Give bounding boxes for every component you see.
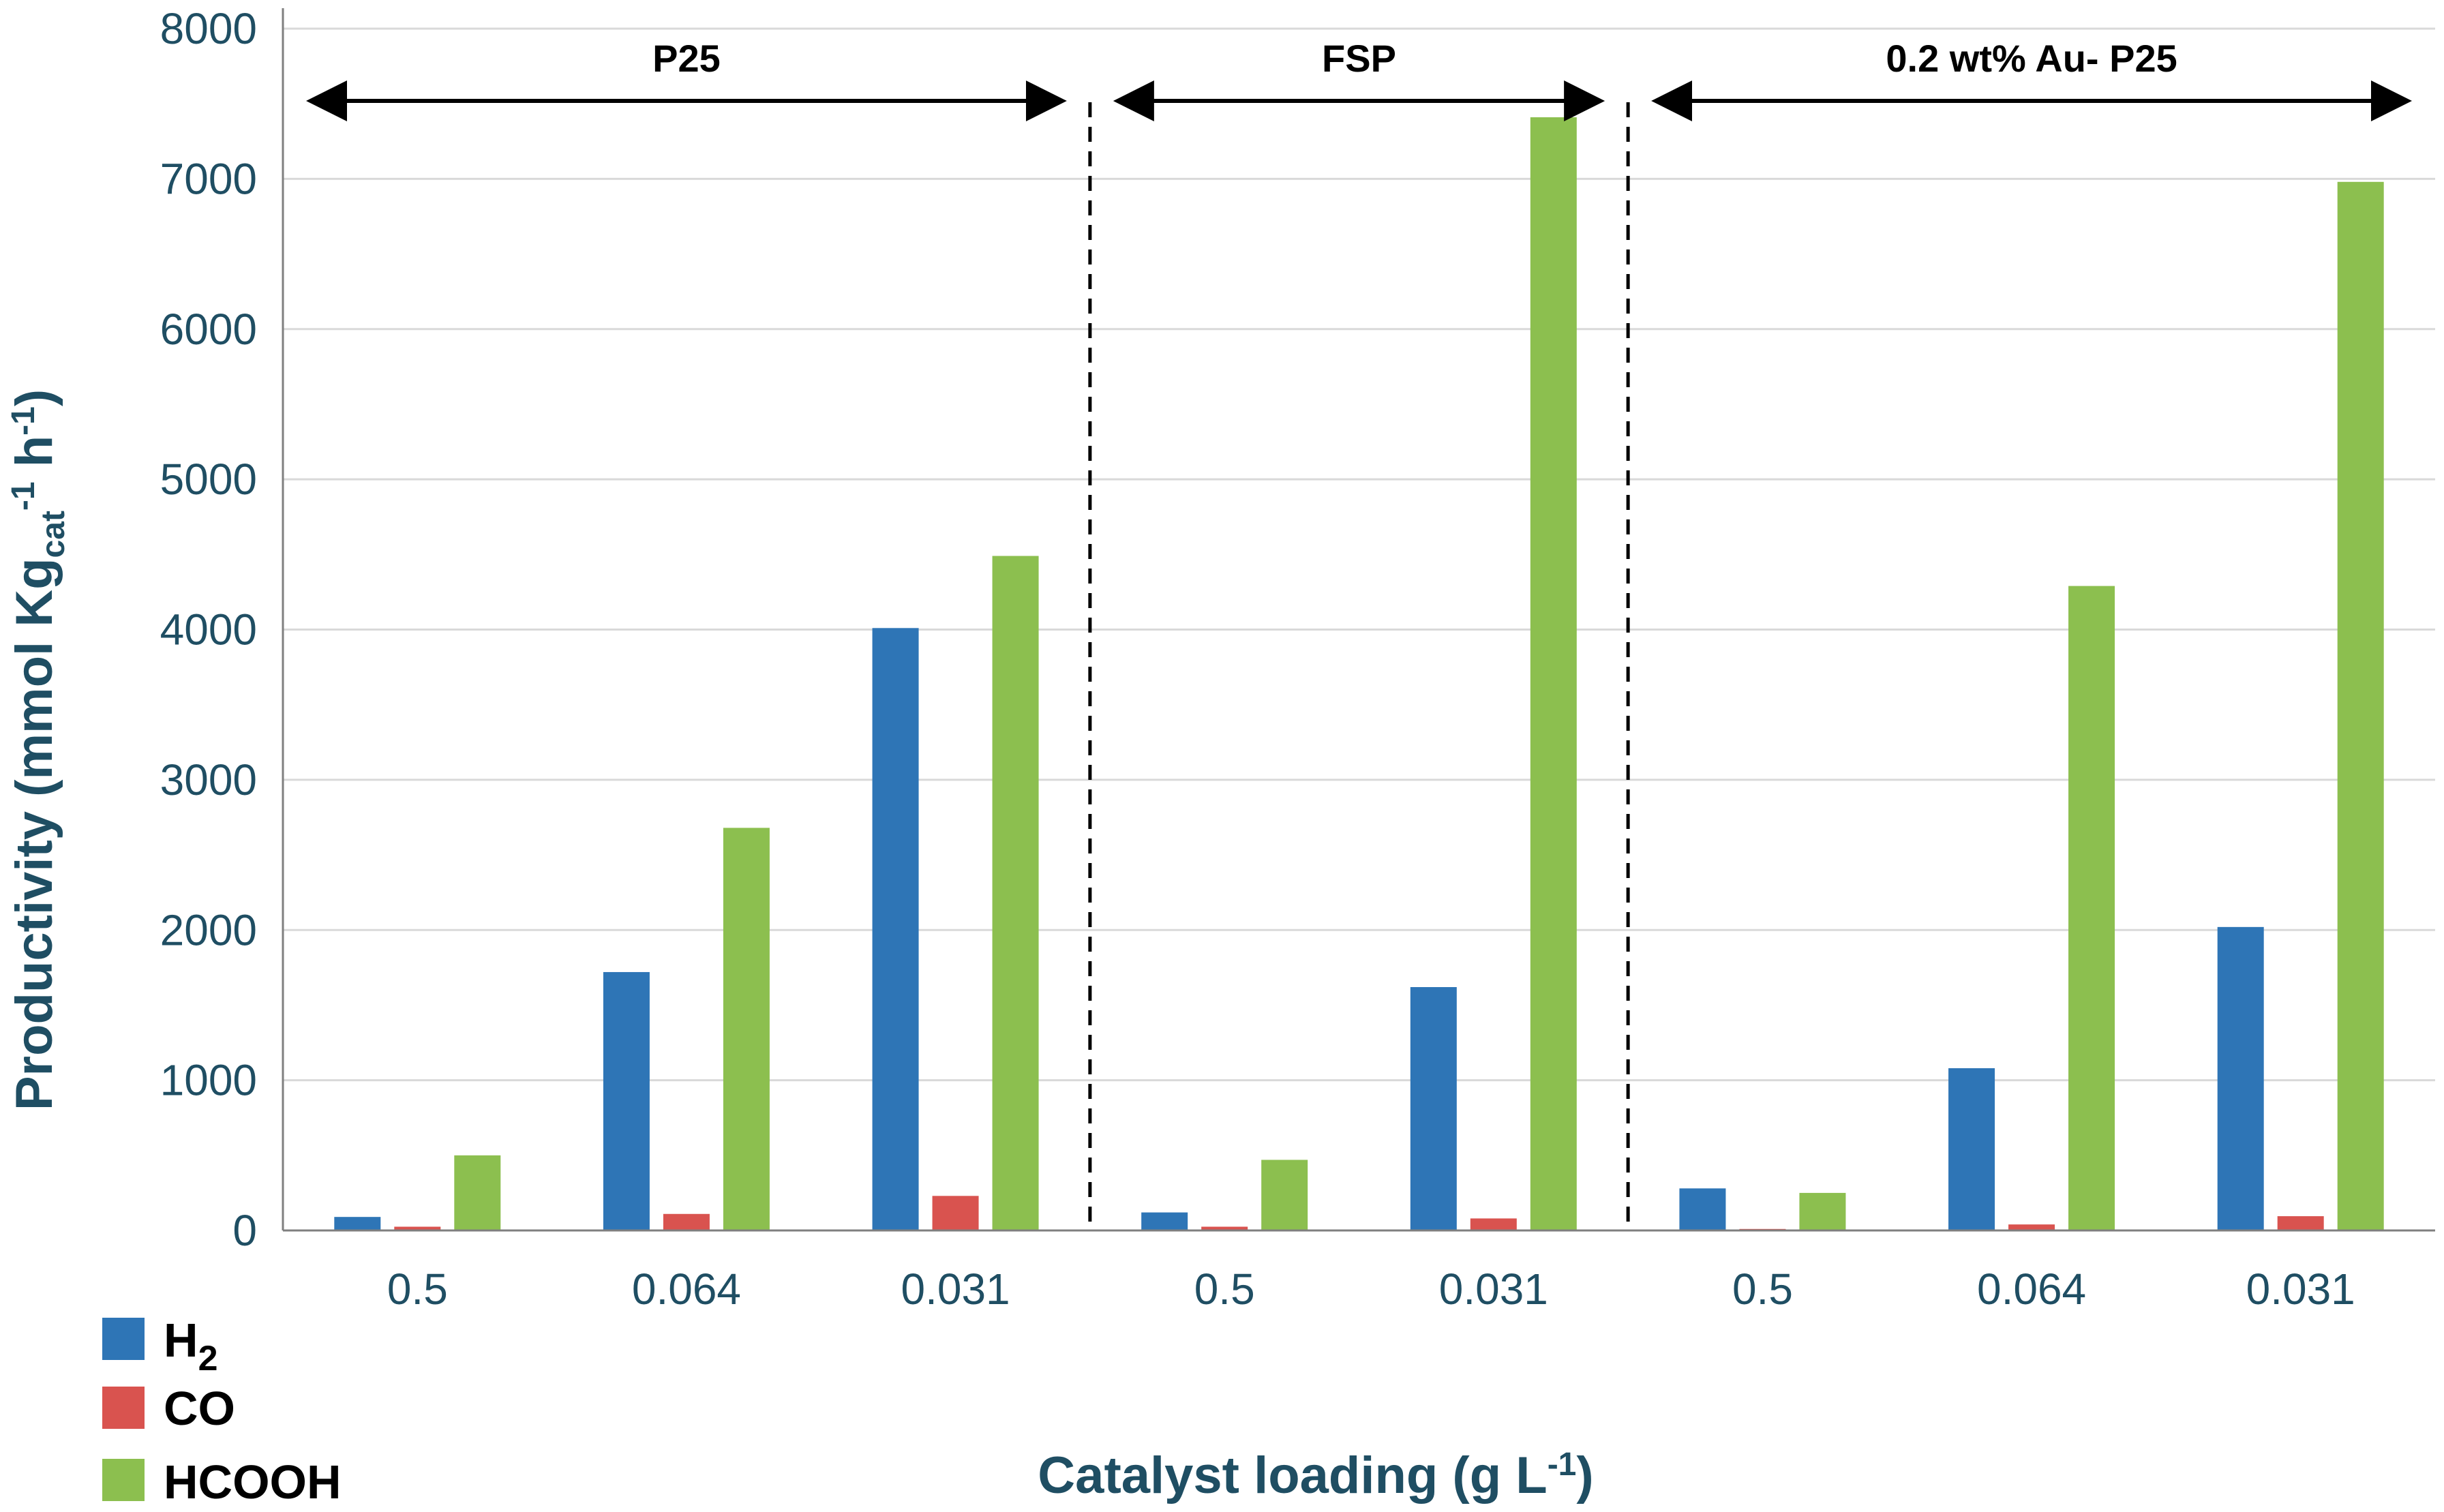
legend: H2 CO HCOOH: [102, 1314, 342, 1509]
gridlines: [283, 27, 2435, 1082]
bar-co-2: [932, 1196, 979, 1230]
x-tick-label-0: 0.5: [387, 1265, 448, 1314]
bar-co-6: [2008, 1224, 2055, 1230]
bars: [334, 117, 2384, 1231]
y-tick-label-7000: 7000: [160, 154, 257, 203]
y-tick-label-6000: 6000: [160, 305, 257, 354]
y-tick-label-8000: 8000: [160, 4, 257, 53]
bar-hcooh-2: [992, 556, 1039, 1230]
bar-h2-2: [872, 628, 919, 1230]
axes: 0 1000 2000 3000 4000 5000 6000 7000 8000 0.5 0.06…: [160, 4, 2435, 1314]
legend-swatch-co: [102, 1387, 145, 1429]
bar-co-4: [1470, 1218, 1517, 1230]
legend-label-h2: H2: [164, 1314, 217, 1378]
bar-hcooh-0: [454, 1155, 501, 1230]
x-tick-label-7: 0.031: [2246, 1265, 2355, 1314]
x-axis-title: Catalyst loading (g L-1): [1038, 1447, 1593, 1505]
bar-h2-7: [2217, 926, 2264, 1230]
bar-hcooh-5: [1799, 1192, 1846, 1230]
y-tick-label-4000: 4000: [160, 605, 257, 654]
bar-h2-3: [1141, 1212, 1188, 1230]
x-tick-label-4: 0.031: [1439, 1265, 1548, 1314]
legend-label-co: CO: [164, 1382, 235, 1435]
legend-label-hcooh: HCOOH: [164, 1455, 342, 1509]
bar-hcooh-7: [2337, 181, 2384, 1231]
bar-co-7: [2277, 1216, 2324, 1230]
y-tick-label-2000: 2000: [160, 905, 257, 954]
x-tick-label-6: 0.064: [1977, 1265, 2086, 1314]
bar-h2-6: [1948, 1068, 1995, 1230]
bar-hcooh-4: [1530, 117, 1577, 1231]
bar-h2-1: [603, 971, 650, 1230]
legend-swatch-hcooh: [102, 1459, 145, 1501]
bar-h2-0: [334, 1217, 381, 1230]
y-tick-label-3000: 3000: [160, 755, 257, 804]
x-tick-label-1: 0.064: [632, 1265, 741, 1314]
group-label-0: P25: [652, 37, 721, 80]
group-annotations: P25 FSP 0.2 wt% Au- P25: [306, 37, 2412, 1230]
y-tick-label-1000: 1000: [160, 1056, 257, 1105]
x-tick-label-3: 0.5: [1194, 1265, 1255, 1314]
y-tick-label-0: 0: [232, 1206, 257, 1255]
x-tick-label-5: 0.5: [1732, 1265, 1793, 1314]
x-tick-label-2: 0.031: [901, 1265, 1010, 1314]
legend-swatch-h2: [102, 1318, 145, 1360]
group-label-2: 0.2 wt% Au- P25: [1886, 37, 2177, 80]
bar-co-3: [1201, 1226, 1248, 1230]
bar-co-0: [394, 1226, 441, 1230]
y-tick-label-5000: 5000: [160, 455, 257, 504]
bar-h2-5: [1679, 1188, 1726, 1230]
bar-hcooh-6: [2068, 586, 2115, 1230]
bar-hcooh-3: [1261, 1160, 1308, 1230]
group-label-1: FSP: [1322, 37, 1396, 80]
bar-hcooh-1: [723, 828, 770, 1230]
y-axis-title: Productivity (mmol Kgcat-1 h-1): [5, 389, 72, 1110]
bar-co-1: [663, 1213, 710, 1230]
bar-h2-4: [1410, 986, 1457, 1230]
